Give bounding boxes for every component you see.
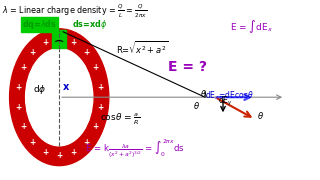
Text: +: + xyxy=(92,122,98,131)
Ellipse shape xyxy=(26,49,93,146)
Text: +: + xyxy=(83,48,89,57)
Text: $\lambda$ = Linear charge density = $\frac{Q}{L}$ = $\frac{Q}{2\pi x}$: $\lambda$ = Linear charge density = $\fr… xyxy=(2,3,147,20)
Text: +: + xyxy=(70,148,76,157)
Text: cos$\theta$ = $\frac{a}{R}$: cos$\theta$ = $\frac{a}{R}$ xyxy=(100,112,140,127)
Text: E = ?: E = ? xyxy=(168,60,207,74)
Text: +: + xyxy=(92,64,98,73)
Text: +: + xyxy=(56,151,62,160)
Text: $\theta$: $\theta$ xyxy=(257,110,263,121)
Text: +: + xyxy=(97,103,103,112)
Text: +: + xyxy=(42,148,48,157)
Text: d$\phi$: d$\phi$ xyxy=(33,83,46,96)
Text: +: + xyxy=(42,38,48,47)
Text: E = k$\frac{\lambda a}{(x^2+a^2)^{3/2}}$ = $\int_0^{2\pi x}$ds: E = k$\frac{\lambda a}{(x^2+a^2)^{3/2}}$… xyxy=(85,138,185,161)
Text: +: + xyxy=(70,38,76,47)
Text: +: + xyxy=(20,122,26,131)
Text: R=$\sqrt{x^2 + a^2}$: R=$\sqrt{x^2 + a^2}$ xyxy=(116,40,168,57)
Text: +: + xyxy=(83,138,89,147)
Text: dE$_y$: dE$_y$ xyxy=(218,95,233,108)
Text: +: + xyxy=(29,138,36,147)
Text: +: + xyxy=(29,48,36,57)
Text: +: + xyxy=(15,103,21,112)
Text: dE$_x$=dEcos$\theta$: dE$_x$=dEcos$\theta$ xyxy=(205,90,253,102)
Text: +: + xyxy=(15,83,21,92)
FancyBboxPatch shape xyxy=(52,30,66,48)
Text: dq=$\lambda$ds: dq=$\lambda$ds xyxy=(22,18,57,31)
Text: E = $\int$dE$_x$: E = $\int$dE$_x$ xyxy=(230,18,273,35)
Text: $\theta$: $\theta$ xyxy=(199,88,206,99)
Text: +: + xyxy=(56,34,62,43)
Text: +: + xyxy=(20,63,26,72)
Text: +: + xyxy=(97,83,103,92)
Ellipse shape xyxy=(10,29,109,166)
Text: x: x xyxy=(63,82,69,92)
Text: $\theta$: $\theta$ xyxy=(193,100,199,111)
Text: ds=xd$\phi$: ds=xd$\phi$ xyxy=(72,18,107,31)
